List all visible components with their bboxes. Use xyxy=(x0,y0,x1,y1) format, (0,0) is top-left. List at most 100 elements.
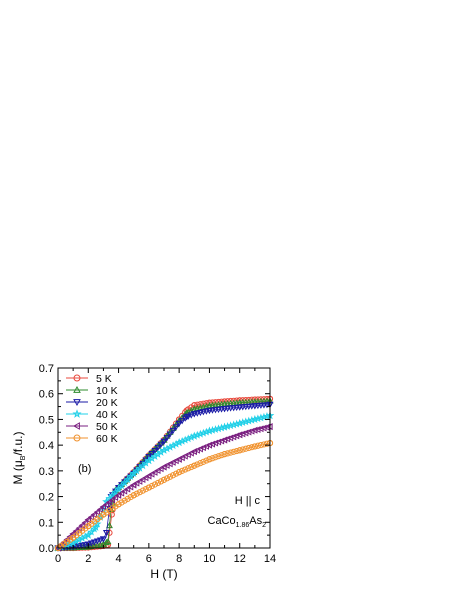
data-point xyxy=(206,456,213,463)
data-point xyxy=(196,409,204,417)
legend-label: 5 K xyxy=(96,373,112,385)
data-point xyxy=(93,508,100,516)
data-point xyxy=(78,542,86,549)
data-point xyxy=(220,422,229,431)
y-axis-label-post: /f.u.) xyxy=(11,432,25,456)
data-point xyxy=(187,412,195,419)
legend-item: 20 K xyxy=(66,397,118,409)
y-tick-label: 0.2 xyxy=(39,492,54,504)
data-point xyxy=(218,452,225,459)
data-point xyxy=(218,406,225,413)
legend-label: 10 K xyxy=(96,385,118,397)
data-point xyxy=(145,472,152,480)
y-tick-label: 0.1 xyxy=(39,517,54,529)
data-point xyxy=(157,478,165,485)
data-point xyxy=(151,481,159,488)
legend-marker xyxy=(73,374,81,382)
legend-marker xyxy=(73,399,81,407)
data-point xyxy=(212,407,219,414)
legend-marker xyxy=(73,385,81,393)
data-point xyxy=(184,413,192,420)
data-point xyxy=(100,511,107,518)
legend-label: 60 K xyxy=(96,433,118,445)
data-point xyxy=(181,452,188,460)
data-point xyxy=(106,521,113,529)
compound-part-4: 2 xyxy=(262,522,266,529)
series-60-k xyxy=(54,439,274,552)
field-annotation: H || c xyxy=(235,495,261,507)
y-tick-label: 0.7 xyxy=(39,363,54,375)
data-point xyxy=(236,447,243,454)
legend-item: 50 K xyxy=(66,421,118,433)
data-point xyxy=(254,442,261,449)
data-point xyxy=(99,503,107,511)
y-tick-label: 0.3 xyxy=(39,466,54,478)
data-point xyxy=(93,538,101,545)
data-point xyxy=(224,450,231,457)
data-point xyxy=(118,499,125,506)
panel-label: (b) xyxy=(78,463,91,475)
data-point xyxy=(239,446,246,453)
data-point xyxy=(115,501,122,508)
data-point xyxy=(185,465,192,472)
x-tick-label: 8 xyxy=(176,553,182,565)
legend-item: 10 K xyxy=(66,385,118,397)
data-point xyxy=(102,501,110,508)
data-point xyxy=(99,536,107,543)
data-point xyxy=(84,516,91,524)
data-point xyxy=(200,458,207,465)
data-point xyxy=(233,447,240,455)
data-point xyxy=(205,441,213,449)
data-point xyxy=(166,431,174,438)
compound-part-2: 1.86 xyxy=(236,522,250,529)
plot-frame xyxy=(57,367,271,549)
data-point xyxy=(151,468,158,476)
data-point xyxy=(172,457,179,465)
data-point xyxy=(105,498,113,506)
data-point xyxy=(197,401,204,408)
x-tick-label: 10 xyxy=(203,553,215,565)
series-line xyxy=(57,404,271,549)
data-point xyxy=(172,424,180,431)
data-point xyxy=(154,444,162,452)
data-point xyxy=(103,529,110,537)
compound-part-1: CaCo xyxy=(208,515,236,527)
data-point xyxy=(215,406,222,413)
data-point xyxy=(136,489,143,496)
data-point xyxy=(160,463,167,471)
series-50-k xyxy=(54,423,273,552)
data-point xyxy=(130,481,137,489)
data-point xyxy=(121,497,128,504)
data-point xyxy=(215,453,222,460)
data-point xyxy=(166,473,174,480)
data-point xyxy=(242,445,249,452)
data-point xyxy=(251,443,258,450)
data-point xyxy=(133,479,140,487)
y-axis-label-sub: B xyxy=(20,455,27,460)
data-point xyxy=(230,405,238,412)
data-point xyxy=(205,407,213,415)
data-point xyxy=(227,449,234,456)
data-point xyxy=(157,441,165,449)
data-point xyxy=(91,523,100,531)
data-point xyxy=(106,505,113,513)
data-point xyxy=(108,496,116,504)
data-point xyxy=(145,454,153,461)
data-point xyxy=(191,462,198,469)
data-point xyxy=(236,431,243,439)
data-point xyxy=(81,519,88,526)
data-marks xyxy=(53,395,275,552)
data-point xyxy=(148,482,155,490)
legend-marker xyxy=(73,434,81,442)
data-point xyxy=(190,431,199,440)
data-point xyxy=(230,448,237,455)
data-point xyxy=(142,486,149,493)
data-point xyxy=(209,455,216,462)
data-point xyxy=(202,408,210,415)
x-tick-label: 14 xyxy=(264,553,276,565)
x-tick-label: 6 xyxy=(146,553,152,565)
data-point xyxy=(70,534,77,541)
legend-item: 60 K xyxy=(66,433,118,445)
data-point xyxy=(84,543,92,550)
axis-ticks: 0 2 4 6 8 10 12 14 0.0 0.1 0.2 0.3 0.4 0.5 0.6 0.7 xyxy=(39,363,276,565)
